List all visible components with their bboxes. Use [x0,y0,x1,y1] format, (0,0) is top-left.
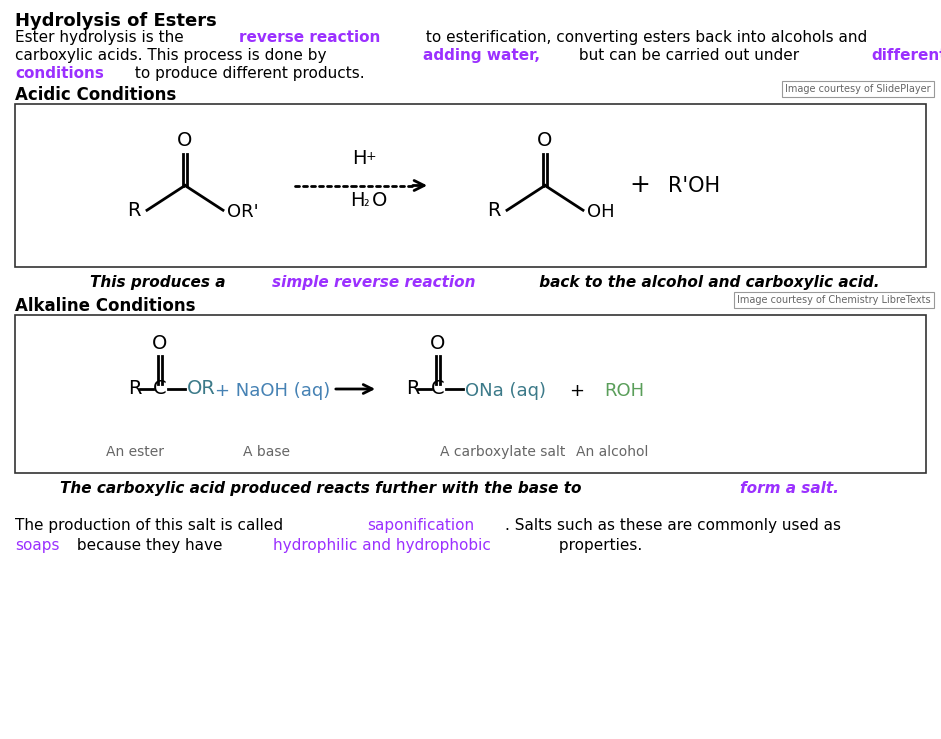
Text: An ester: An ester [106,445,164,459]
Text: H: H [350,191,365,211]
Text: Hydrolysis of Esters: Hydrolysis of Esters [15,12,216,30]
Text: The production of this salt is called: The production of this salt is called [15,518,288,533]
Text: form a salt.: form a salt. [740,481,838,496]
Text: conditions: conditions [15,66,104,81]
Text: The carboxylic acid produced reacts further with the base to: The carboxylic acid produced reacts furt… [60,481,587,496]
Text: properties.: properties. [554,538,643,553]
Text: O: O [177,131,193,149]
Text: R: R [128,380,141,398]
Text: Ester hydrolysis is the: Ester hydrolysis is the [15,30,188,45]
Text: ONa (aq): ONa (aq) [465,382,546,400]
Text: reverse reaction: reverse reaction [239,30,380,45]
Text: O: O [430,334,446,353]
Text: OR: OR [187,380,215,398]
Text: back to the alcohol and carboxylic acid.: back to the alcohol and carboxylic acid. [534,275,880,290]
Text: hydrophilic and hydrophobic: hydrophilic and hydrophobic [273,538,491,553]
Text: O: O [152,334,167,353]
Text: C: C [153,380,167,398]
Text: different: different [871,48,941,63]
Text: R: R [406,380,420,398]
Text: A carboxylate salt: A carboxylate salt [440,445,566,459]
Bar [15,104,926,267]
Text: R: R [127,201,141,219]
Text: OR': OR' [227,203,259,221]
Text: ₂: ₂ [363,196,369,209]
Text: Image courtesy of SlidePlayer: Image courtesy of SlidePlayer [786,84,931,94]
Text: saponification: saponification [367,518,474,533]
Text: but can be carried out under: but can be carried out under [574,48,805,63]
Text: Acidic Conditions: Acidic Conditions [15,86,176,104]
Text: + NaOH (aq): + NaOH (aq) [215,382,330,400]
Text: adding water,: adding water, [423,48,540,63]
Text: R'OH: R'OH [668,175,720,196]
Text: because they have: because they have [72,538,228,553]
Text: Image courtesy of Chemistry LibreTexts: Image courtesy of Chemistry LibreTexts [738,295,931,305]
Text: +: + [365,151,376,163]
Text: This produces a: This produces a [90,275,231,290]
Text: Alkaline Conditions: Alkaline Conditions [15,297,196,315]
Text: R: R [487,201,501,219]
Text: simple reverse reaction: simple reverse reaction [272,275,475,290]
Text: to esterification, converting esters back into alcohols and: to esterification, converting esters bac… [422,30,868,45]
Text: soaps: soaps [15,538,59,553]
Text: O: O [537,131,552,149]
Bar [15,315,926,473]
Text: H: H [353,149,367,168]
Text: +: + [570,382,597,400]
Text: carboxylic acids. This process is done by: carboxylic acids. This process is done b… [15,48,331,63]
Text: . Salts such as these are commonly used as: . Salts such as these are commonly used … [505,518,841,533]
Text: +: + [630,174,650,197]
Text: An alcohol: An alcohol [576,445,648,459]
Text: A base: A base [244,445,291,459]
Text: O: O [372,191,387,211]
Text: OH: OH [587,203,614,221]
Text: ROH: ROH [604,382,645,400]
Text: to produce different products.: to produce different products. [130,66,364,81]
Text: C: C [431,380,445,398]
